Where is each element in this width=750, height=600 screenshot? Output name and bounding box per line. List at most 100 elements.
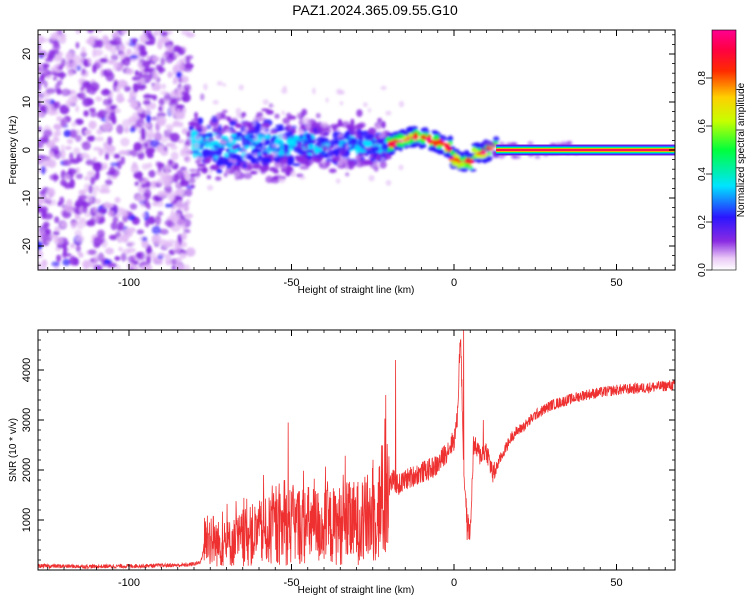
spectrogram-cell — [305, 134, 313, 141]
spectrogram-cell — [115, 231, 121, 237]
spectrogram-cell — [253, 136, 259, 142]
spectrogram-cell — [393, 131, 399, 136]
spectrogram-cell — [82, 220, 88, 227]
spectrogram-cell — [174, 173, 179, 184]
spectrogram-cell — [206, 124, 212, 130]
spectrogram-cell — [188, 168, 198, 172]
spectrogram-cell — [70, 61, 78, 70]
spectrogram-cell — [56, 254, 62, 262]
spectrogram-cell — [355, 148, 363, 152]
spectrogram-cell — [156, 200, 164, 208]
spectrogram-cell — [140, 127, 146, 135]
spectrogram-cell — [316, 152, 323, 159]
spectrogram-cell — [41, 63, 50, 69]
spectrogram-cell — [173, 76, 179, 83]
spectrogram-cell — [164, 99, 170, 104]
spectrogram-cell — [169, 258, 178, 265]
spectrogram-cell — [177, 139, 185, 144]
spectrogram-cell — [285, 112, 292, 118]
spectrogram-cell — [98, 148, 103, 156]
spectrogram-cell — [228, 158, 234, 163]
spectrogram-cell — [60, 221, 67, 228]
spectrogram-cell — [41, 165, 46, 175]
spectrogram-cell — [81, 261, 89, 267]
spectrogram-cell — [319, 137, 325, 144]
spectrogram-blobs — [38, 30, 580, 270]
spectrogram-cell — [155, 215, 162, 226]
spectrogram-cell — [183, 228, 191, 234]
spectrogram-cell — [124, 126, 129, 134]
spectrogram-cell — [367, 108, 372, 113]
spectrogram-cell — [119, 52, 127, 58]
spectrogram-cell — [344, 158, 348, 166]
spectrogram-y-label: Frequency (Hz) — [8, 116, 19, 185]
spectrogram-cell — [129, 203, 138, 210]
spectrogram-cell — [103, 88, 109, 93]
spectrogram-cell — [42, 221, 50, 229]
spectrogram-cell — [295, 155, 306, 163]
spectrogram-cell — [380, 85, 387, 91]
spectrogram-cell — [112, 82, 117, 93]
spectrogram-cell — [356, 109, 363, 118]
spectrogram-cell — [81, 68, 86, 75]
spectrogram-cell — [96, 128, 103, 135]
spectrogram-cell — [202, 140, 212, 146]
spectrogram-cell — [469, 168, 477, 172]
spectrogram-cell — [114, 35, 122, 45]
spectrogram-cell — [82, 205, 88, 214]
spectrogram-cell — [136, 106, 144, 114]
spectrogram-cell — [133, 142, 143, 152]
spectrogram-cell — [321, 121, 328, 128]
spectrogram-cell — [52, 50, 60, 55]
spectrogram-cell — [179, 252, 187, 259]
spectrogram-cell — [107, 114, 116, 121]
spectrogram-cell — [227, 170, 233, 175]
spectrogram-cell — [210, 140, 220, 145]
spectrogram-cell — [181, 231, 187, 241]
spectrogram-cell — [207, 149, 218, 153]
colorbar-tick-label: 0.6 — [697, 119, 708, 133]
spectrogram-cell — [190, 184, 195, 188]
spectrogram-cell — [63, 174, 71, 181]
spectrogram-cell — [258, 116, 263, 123]
spectrogram-cell — [90, 176, 96, 186]
spectrogram-cell — [51, 199, 57, 206]
spectrogram-cell — [299, 165, 310, 170]
snr-panel: -100 -50 0 50 1000 2000 3000 4000 Height of st… — [8, 329, 676, 596]
spectrogram-cell — [87, 86, 97, 95]
spectrogram-cell — [98, 208, 108, 214]
spectrogram-cell — [38, 240, 43, 251]
spectrogram-cell — [141, 163, 149, 170]
spectrogram-cell — [65, 60, 71, 70]
spectrogram-cell — [357, 122, 366, 128]
spectrogram-cell — [107, 136, 113, 146]
spectrogram-cell — [203, 133, 211, 137]
spectrogram-cell — [304, 154, 315, 158]
spectrogram-cell — [130, 148, 138, 157]
spectrogram-cell — [158, 105, 163, 112]
spectrogram-cell — [278, 176, 286, 184]
snr-x-tick-label: -50 — [284, 577, 300, 589]
spectrogram-cell — [54, 82, 61, 93]
colorbar-tick-label: 0.4 — [697, 167, 708, 181]
spectrogram-cell — [215, 112, 221, 120]
spectrogram-cell — [179, 179, 190, 187]
spectrogram-cell — [287, 157, 295, 165]
spectrogram-cell — [45, 228, 51, 235]
spectrogram-cell — [319, 132, 329, 137]
spectrogram-cell — [160, 90, 169, 95]
spectrogram-cell — [60, 179, 67, 187]
colorbar-tick-label: 0.0 — [697, 263, 708, 277]
spectrogram-cell — [235, 131, 243, 137]
spectrogram-cell — [206, 174, 212, 180]
spectrogram-cell — [106, 210, 115, 216]
spectrogram-cell — [69, 152, 74, 162]
spectrogram-cell — [493, 136, 500, 142]
spectrogram-cell — [60, 118, 67, 127]
spectrogram-cell — [325, 97, 329, 103]
spectrogram-cell — [183, 83, 192, 91]
spectrogram-cell — [381, 121, 386, 129]
spectrogram-cell — [332, 155, 342, 163]
spectrogram-cell — [238, 147, 248, 153]
spectrogram-cell — [38, 43, 41, 52]
